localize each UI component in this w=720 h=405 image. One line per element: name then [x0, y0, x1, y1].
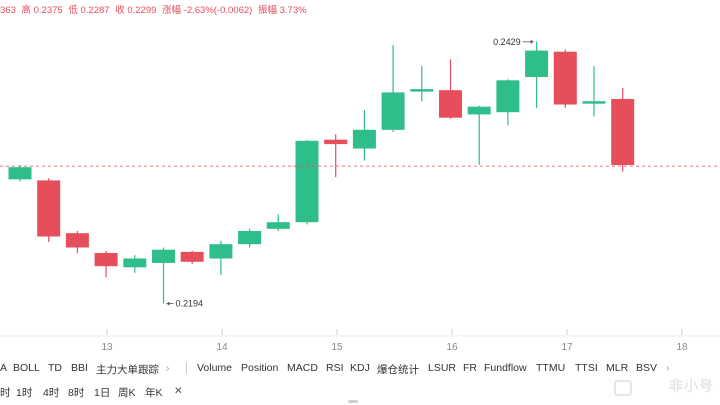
candle-body — [525, 50, 549, 77]
timeframe-1h[interactable]: 1时 — [16, 387, 33, 399]
indicator-divider — [186, 362, 187, 374]
indicator-fr[interactable]: FR — [463, 362, 477, 374]
candle-body — [553, 51, 577, 105]
ohlc-amplitude: 振幅 3.73% — [257, 5, 307, 16]
indicator-volume[interactable]: Volume — [197, 362, 233, 374]
indicator-bsv[interactable]: BSV — [636, 362, 658, 374]
x-tick-label: 14 — [216, 342, 228, 353]
candle-body — [94, 253, 118, 267]
candle-body — [410, 89, 434, 92]
candle-body — [295, 140, 319, 223]
candle-body — [381, 92, 405, 130]
max-price-label: 0.2429 — [493, 37, 521, 47]
candle-body — [439, 90, 462, 118]
watermark-logo-icon — [614, 380, 632, 396]
ohlc-close: 收 0.2299 — [115, 5, 157, 16]
drag-handle[interactable] — [348, 400, 358, 403]
candle-body — [352, 129, 376, 149]
timeframe-hour-partial[interactable]: 时 — [0, 387, 11, 399]
indicator-more-chevron[interactable]: › — [166, 362, 170, 374]
indicator-kdj[interactable]: KDJ — [350, 362, 370, 374]
close-icon[interactable]: ✕ — [174, 385, 183, 397]
max-marker-arrow — [530, 39, 534, 44]
indicator-ttmu[interactable]: TTMU — [536, 362, 566, 374]
candle-body — [324, 139, 348, 145]
candle-body — [209, 244, 233, 259]
candle-body — [152, 249, 175, 263]
indicator-td[interactable]: TD — [48, 362, 62, 374]
x-tick-label: 17 — [561, 342, 573, 353]
indicator-ttsi[interactable]: TTSI — [575, 362, 598, 374]
ohlc-change: 涨幅 -2.63%(-0.0062) — [162, 5, 253, 16]
watermark: 非小号 — [669, 378, 714, 394]
timeframe-1d[interactable]: 1日 — [94, 387, 111, 399]
ohlc-header: 363 高 0.2375 低 0.2287 收 0.2299 涨幅 -2.63%… — [0, 2, 310, 16]
timeframe-4h[interactable]: 4时 — [43, 387, 60, 399]
timeframe-week[interactable]: 周K — [118, 387, 136, 399]
indicator-boll[interactable]: BOLL — [13, 362, 40, 374]
ohlc-prefix: 363 — [0, 5, 16, 16]
x-tick-label: 13 — [101, 342, 113, 353]
indicator-a[interactable]: A — [0, 362, 8, 374]
indicator-main-force[interactable]: 主力大单跟踪 — [96, 364, 159, 376]
timeframe-year[interactable]: 年K — [145, 387, 163, 399]
min-price-label: 0.2194 — [176, 299, 204, 309]
candle-body — [37, 180, 61, 237]
candle-body — [238, 231, 262, 245]
indicator-lsur[interactable]: LSUR — [428, 362, 457, 374]
candle-body — [496, 80, 520, 113]
candle-body — [180, 251, 204, 262]
candle-body — [8, 167, 32, 180]
candle-body — [65, 233, 89, 248]
indicator-rsi[interactable]: RSI — [326, 362, 344, 374]
indicator-fundflow[interactable]: Fundflow — [484, 362, 527, 374]
indicator-bar: A BOLL TD BBI 主力大单跟踪 › Volume Position M… — [0, 360, 720, 376]
candle-body — [582, 101, 606, 104]
ohlc-high: 高 0.2375 — [21, 5, 63, 16]
timeframe-bar: 时 1时 4时 8时 1日 周K 年K ✕ — [0, 382, 720, 400]
candle-body — [467, 106, 491, 115]
x-tick-label: 15 — [331, 342, 343, 353]
indicator-position[interactable]: Position — [241, 362, 279, 374]
min-marker-arrow — [166, 301, 170, 306]
candle-body — [611, 99, 635, 165]
indicator-mlr[interactable]: MLR — [606, 362, 629, 374]
indicator-bbi[interactable]: BBI — [71, 362, 88, 374]
candlestick-chart[interactable]: 13 14 15 16 17 18 0.2429 0.2194 — [0, 0, 720, 355]
indicator-liquidation[interactable]: 爆仓统计 — [377, 364, 419, 376]
x-tick-label: 16 — [446, 342, 458, 353]
candle-body — [266, 222, 290, 229]
indicator-scroll-chevron[interactable]: › — [666, 362, 670, 374]
x-tick-label: 18 — [676, 342, 688, 353]
ohlc-low: 低 0.2287 — [68, 5, 110, 16]
candle-body — [123, 258, 147, 268]
indicator-macd[interactable]: MACD — [287, 362, 318, 374]
timeframe-8h[interactable]: 8时 — [68, 387, 85, 399]
